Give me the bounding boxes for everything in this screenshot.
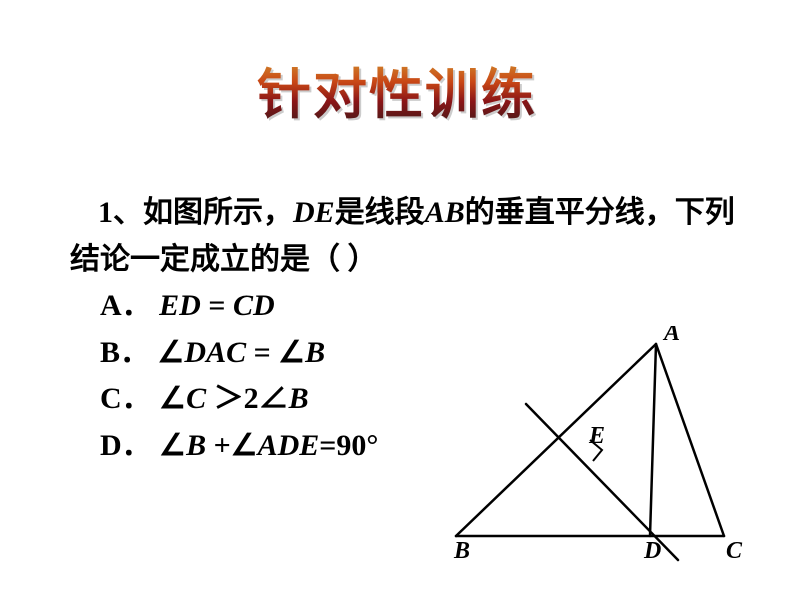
- title-char: 针: [257, 50, 313, 129]
- q-prefix: 1、如图所示，: [70, 196, 293, 229]
- title-char: 练: [481, 50, 537, 129]
- option-eq: ED = CD: [159, 289, 274, 322]
- title-char: 性: [369, 50, 425, 129]
- title-char: 训: [425, 50, 481, 129]
- option-label: C．: [100, 382, 152, 415]
- geometry-diagram: A B C D E: [446, 326, 746, 566]
- page-title: 针对性训练: [0, 50, 794, 129]
- option-eq: ∠C ＞2∠B: [159, 382, 308, 415]
- q-var-de: DE: [293, 196, 335, 229]
- svg-text:C: C: [726, 538, 743, 564]
- svg-text:B: B: [453, 538, 470, 564]
- svg-text:A: A: [662, 326, 680, 346]
- svg-text:D: D: [643, 538, 661, 564]
- option-eq: ∠B +∠ADE=90°: [159, 429, 378, 462]
- title-char: 对: [313, 50, 369, 129]
- option-a: A． ED = CD: [100, 283, 754, 330]
- option-label: D．: [100, 429, 152, 462]
- option-label: B．: [100, 336, 150, 369]
- q-var-ab: AB: [425, 196, 465, 229]
- svg-text:E: E: [588, 423, 605, 449]
- option-eq: ∠DAC = ∠B: [158, 336, 326, 369]
- question-text: 1、如图所示，DE是线段AB的垂直平分线，下列结论一定成立的是（ ）: [70, 190, 754, 283]
- diagram-svg: A B C D E: [446, 326, 746, 566]
- option-label: A．: [100, 289, 152, 322]
- q-mid1: 是线段: [335, 196, 425, 229]
